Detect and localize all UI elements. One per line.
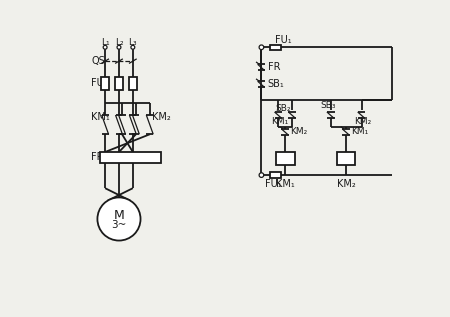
Text: KM₁: KM₁ [351,127,368,137]
Bar [270,45,281,50]
Bar [337,152,356,165]
Text: 3~: 3~ [111,220,126,230]
Text: M: M [113,209,124,222]
Text: SB₁: SB₁ [268,79,284,89]
Text: FU: FU [91,79,104,88]
Circle shape [97,197,140,241]
Text: KM₁: KM₁ [276,179,295,189]
Text: KM₂: KM₂ [355,117,372,126]
Circle shape [131,45,135,49]
Text: KM₂: KM₂ [337,179,356,189]
Bar [100,152,161,163]
Text: L₁: L₁ [101,38,109,47]
Bar [129,76,137,90]
Bar [270,172,281,178]
Text: L₂: L₂ [115,38,123,47]
Text: KM₂: KM₂ [152,112,171,122]
Text: SB₃: SB₃ [321,101,336,110]
Circle shape [103,45,107,49]
Circle shape [259,45,264,49]
Text: KM₁: KM₁ [271,117,288,126]
Circle shape [259,173,264,178]
Text: FU₁: FU₁ [274,35,291,45]
Text: KM₁: KM₁ [91,112,110,122]
Bar [115,76,123,90]
Bar [101,76,109,90]
Text: SB₂: SB₂ [275,104,291,113]
Text: QS: QS [91,56,105,66]
Text: FR: FR [268,62,280,72]
Bar [276,152,295,165]
Text: FR: FR [91,152,104,162]
Text: L₃: L₃ [129,38,137,47]
Text: FU₁: FU₁ [265,179,282,189]
Circle shape [117,45,121,49]
Text: KM₂: KM₂ [290,127,307,137]
